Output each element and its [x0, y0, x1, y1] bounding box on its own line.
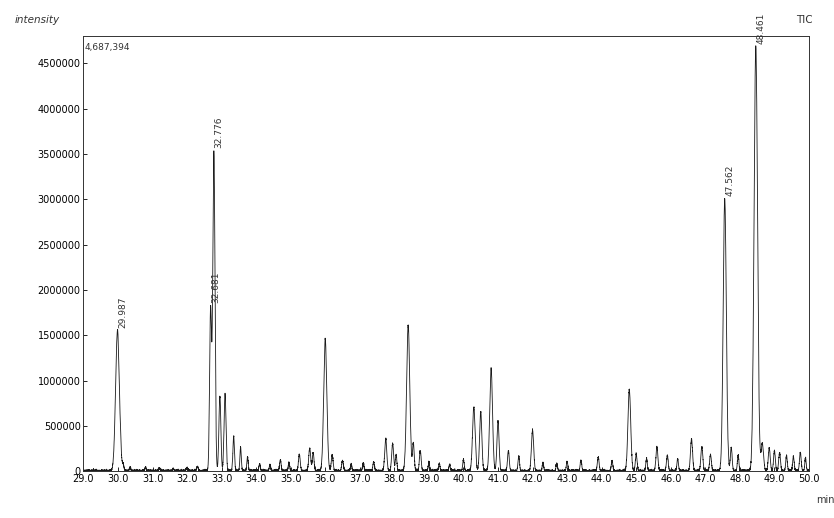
Text: min: min: [816, 495, 834, 506]
Text: 4,687,394: 4,687,394: [85, 43, 130, 52]
Text: 47.562: 47.562: [726, 165, 735, 196]
Text: intensity: intensity: [14, 16, 59, 25]
Text: 29.987: 29.987: [118, 296, 128, 328]
Text: 32.776: 32.776: [214, 117, 224, 148]
Text: 48.461: 48.461: [756, 12, 766, 44]
Text: 32.681: 32.681: [211, 271, 220, 303]
Text: TIC: TIC: [796, 16, 812, 25]
